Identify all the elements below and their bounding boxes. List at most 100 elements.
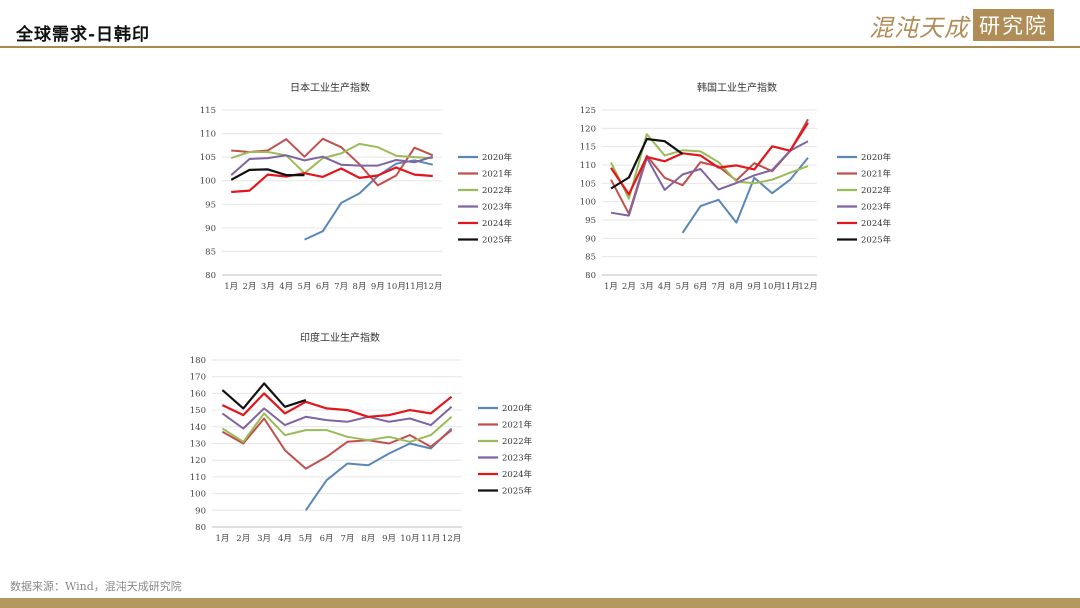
legend-label: 2024年 bbox=[861, 218, 892, 229]
legend-label: 2023年 bbox=[502, 453, 533, 464]
y-tick-label: 100 bbox=[200, 177, 216, 187]
korea-chart-title: 韩国工业生产指数 bbox=[697, 81, 777, 94]
x-tick-label: 6月 bbox=[320, 534, 334, 544]
brand-logo: 混沌天成 研究院 bbox=[869, 8, 1054, 42]
y-tick-label: 180 bbox=[190, 356, 206, 366]
legend-label: 2021年 bbox=[502, 420, 533, 431]
india-ip-chart: 印度工业生产指数 80 90 100 110 120 130 140 150 160 170 180 1… bbox=[190, 325, 540, 550]
series-path bbox=[611, 119, 808, 214]
legend-label: 2020年 bbox=[502, 403, 533, 414]
y-tick-label: 120 bbox=[580, 124, 596, 134]
x-tick-label: 5月 bbox=[299, 534, 313, 544]
x-tick-label: 4月 bbox=[278, 534, 292, 544]
y-tick-label: 110 bbox=[200, 130, 216, 140]
x-tick-label: 6月 bbox=[316, 282, 330, 292]
legend-label: 2021年 bbox=[861, 169, 892, 180]
x-tick-label: 5月 bbox=[676, 282, 690, 292]
series-line-india-4 bbox=[222, 393, 451, 416]
x-tick-label: 12月 bbox=[423, 282, 442, 292]
x-tick-label: 12月 bbox=[798, 282, 817, 292]
x-tick-label: 10月 bbox=[400, 534, 419, 544]
x-tick-label: 5月 bbox=[298, 282, 312, 292]
y-tick-label: 115 bbox=[580, 143, 596, 153]
x-tick-label: 1月 bbox=[215, 534, 229, 544]
series-path bbox=[222, 383, 305, 408]
y-tick-label: 80 bbox=[585, 271, 596, 281]
x-tick-label: 8月 bbox=[353, 282, 367, 292]
series-line-japan-4 bbox=[231, 168, 433, 193]
x-tick-label: 3月 bbox=[261, 282, 275, 292]
y-tick-label: 140 bbox=[190, 423, 206, 433]
x-tick-label: 11月 bbox=[405, 282, 424, 292]
y-tick-label: 90 bbox=[205, 224, 216, 234]
legend-label: 2022年 bbox=[861, 185, 892, 196]
legend-label: 2023年 bbox=[482, 202, 513, 213]
y-tick-label: 120 bbox=[190, 456, 206, 466]
y-tick-label: 95 bbox=[205, 200, 216, 210]
footer-bar bbox=[0, 598, 1080, 608]
korea-ip-chart: 韩国工业生产指数 80 85 90 95 100 105 110 115 120 125 1月 2月 3月… bbox=[572, 75, 902, 300]
y-tick-label: 150 bbox=[190, 406, 206, 416]
x-tick-label: 9月 bbox=[371, 282, 385, 292]
y-tick-label: 100 bbox=[190, 490, 206, 500]
series-line-india-0 bbox=[306, 429, 452, 511]
y-tick-label: 90 bbox=[195, 506, 206, 516]
x-tick-label: 9月 bbox=[747, 282, 761, 292]
x-tick-label: 7月 bbox=[334, 282, 348, 292]
x-tick-label: 8月 bbox=[729, 282, 743, 292]
japan-ip-chart: 日本工业生产指数 80 85 90 95 100 105 110 115 1月 2月 3月 4月 5月 6月… bbox=[190, 75, 520, 300]
legend-label: 2023年 bbox=[861, 202, 892, 213]
x-tick-label: 6月 bbox=[694, 282, 708, 292]
india-chart-title: 印度工业生产指数 bbox=[300, 331, 380, 344]
y-tick-label: 130 bbox=[190, 440, 206, 450]
y-tick-label: 160 bbox=[190, 389, 206, 399]
y-tick-label: 110 bbox=[190, 473, 206, 483]
y-tick-label: 85 bbox=[585, 253, 596, 263]
y-tick-label: 115 bbox=[200, 106, 216, 116]
x-tick-label: 2月 bbox=[243, 282, 257, 292]
japan-chart-title: 日本工业生产指数 bbox=[290, 81, 370, 94]
x-tick-label: 9月 bbox=[382, 534, 396, 544]
series-path bbox=[231, 168, 433, 193]
y-tick-label: 110 bbox=[580, 161, 596, 171]
page-title: 全球需求-日韩印 bbox=[16, 20, 150, 45]
x-tick-label: 7月 bbox=[711, 282, 725, 292]
x-tick-label: 3月 bbox=[257, 534, 271, 544]
x-tick-label: 2月 bbox=[236, 534, 250, 544]
x-tick-label: 3月 bbox=[640, 282, 654, 292]
x-tick-label: 11月 bbox=[421, 534, 440, 544]
legend-label: 2020年 bbox=[482, 152, 513, 163]
source-note: 数据来源：Wind，混沌天成研究院 bbox=[10, 578, 182, 594]
series-line-korea-1 bbox=[611, 119, 808, 214]
y-tick-label: 80 bbox=[195, 523, 206, 533]
header-divider bbox=[0, 46, 1080, 48]
x-tick-label: 1月 bbox=[224, 282, 238, 292]
series-path bbox=[222, 393, 451, 416]
legend-label: 2020年 bbox=[861, 152, 892, 163]
brand-box: 研究院 bbox=[973, 9, 1054, 41]
legend-label: 2024年 bbox=[482, 218, 513, 229]
series-line-india-5 bbox=[222, 383, 305, 408]
x-tick-label: 1月 bbox=[604, 282, 618, 292]
x-tick-label: 4月 bbox=[279, 282, 293, 292]
x-tick-label: 10月 bbox=[763, 282, 782, 292]
x-tick-label: 12月 bbox=[442, 534, 461, 544]
series-path bbox=[306, 429, 452, 511]
x-tick-label: 4月 bbox=[658, 282, 672, 292]
x-tick-label: 7月 bbox=[340, 534, 354, 544]
y-tick-label: 90 bbox=[585, 234, 596, 244]
legend-label: 2025年 bbox=[502, 486, 533, 497]
legend-label: 2025年 bbox=[861, 235, 892, 246]
y-tick-label: 105 bbox=[200, 153, 216, 163]
y-tick-label: 170 bbox=[190, 373, 206, 383]
y-tick-label: 100 bbox=[580, 198, 596, 208]
y-tick-label: 95 bbox=[585, 216, 596, 226]
y-tick-label: 85 bbox=[205, 247, 216, 257]
legend-label: 2022年 bbox=[482, 185, 513, 196]
y-tick-label: 105 bbox=[580, 179, 596, 189]
x-tick-label: 8月 bbox=[361, 534, 375, 544]
x-tick-label: 2月 bbox=[622, 282, 636, 292]
y-tick-label: 80 bbox=[205, 271, 216, 281]
legend-label: 2021年 bbox=[482, 169, 513, 180]
brand-main: 混沌天成 bbox=[869, 8, 969, 43]
